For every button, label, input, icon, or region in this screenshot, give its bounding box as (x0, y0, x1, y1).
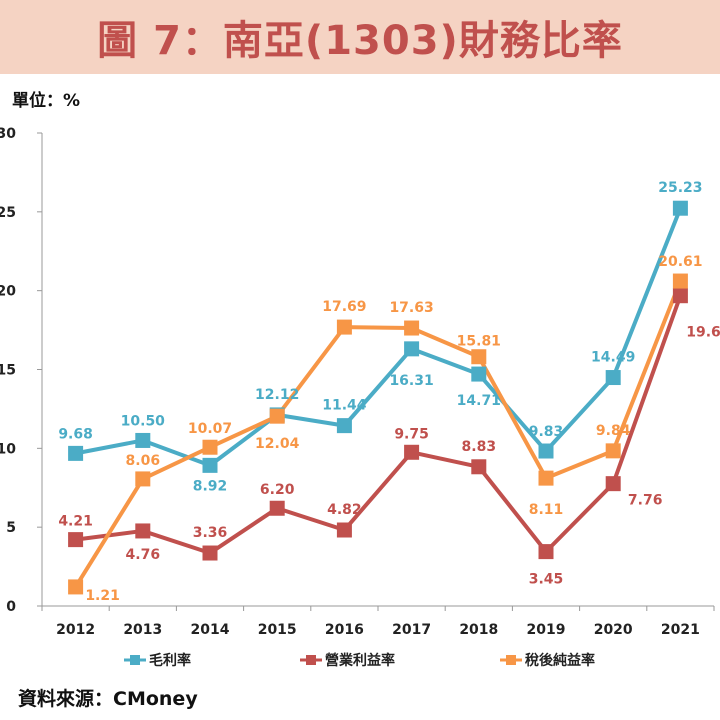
series-markers (68, 200, 688, 595)
x-tick-label: 2015 (258, 622, 297, 638)
data-point (135, 523, 151, 539)
legend-swatch-marker (506, 655, 516, 665)
source-label: 資料來源：CMoney (18, 688, 198, 710)
data-label: 9.68 (58, 426, 93, 442)
data-point (404, 320, 420, 336)
y-tick-label: 30 (0, 126, 16, 142)
x-tick-label: 2017 (392, 622, 431, 638)
x-tick-label: 2013 (123, 622, 162, 638)
legend-label: 毛利率 (149, 652, 191, 669)
data-label: 17.69 (322, 299, 366, 315)
data-label: 14.71 (457, 393, 501, 409)
data-point (471, 349, 487, 365)
data-label: 8.06 (126, 453, 161, 469)
data-point (336, 522, 352, 538)
data-point (202, 545, 218, 561)
legend-swatch-marker (130, 655, 140, 665)
y-tick-label: 0 (6, 599, 16, 615)
chart-axes: 0 5 10 15 20 25 30 2012 2013 2014 2015 2016 2017 2018… (0, 126, 715, 638)
data-label: 8.11 (529, 502, 564, 518)
y-tick-label: 10 (0, 441, 16, 457)
data-label: 15.81 (457, 334, 501, 350)
y-tick-label: 5 (6, 520, 16, 536)
legend-swatch-marker (306, 655, 316, 665)
x-tick-label: 2014 (191, 622, 230, 638)
data-label: 16.31 (389, 373, 433, 389)
chart-title: 圖 7：南亞(1303)財務比率 (97, 18, 623, 64)
data-label: 20.61 (658, 254, 702, 270)
data-label: 6.20 (260, 482, 295, 498)
unit-label: 單位：% (12, 91, 81, 111)
x-tick-label: 2018 (459, 622, 498, 638)
series-line-2 (73, 280, 683, 588)
data-point (202, 457, 218, 473)
data-label: 4.76 (126, 547, 161, 563)
x-tick-label: 2020 (594, 622, 633, 638)
data-label: 3.45 (529, 572, 564, 588)
data-point (672, 288, 688, 304)
title-banner: 圖 7：南亞(1303)財務比率 (0, 0, 720, 74)
data-point (269, 408, 285, 424)
data-point (605, 476, 621, 492)
data-label: 12.12 (255, 387, 299, 403)
data-label: 8.92 (193, 478, 228, 494)
data-point (471, 459, 487, 475)
x-tick-label: 2019 (527, 622, 566, 638)
data-label: 9.84 (596, 423, 631, 439)
y-tick-label: 25 (0, 205, 16, 221)
legend-label: 營業利益率 (325, 652, 395, 669)
data-point (135, 471, 151, 487)
data-label: 17.63 (389, 300, 433, 316)
data-point (538, 443, 554, 459)
data-label: 10.07 (188, 421, 232, 437)
data-point (471, 366, 487, 382)
data-label: 4.21 (58, 514, 93, 530)
data-label: 14.49 (591, 350, 635, 366)
data-label: 11.44 (322, 398, 367, 414)
legend-label: 稅後純益率 (525, 652, 595, 669)
data-point (68, 445, 84, 461)
data-point (672, 200, 688, 216)
data-point (538, 544, 554, 560)
series-line-1 (75, 295, 683, 556)
data-point (336, 319, 352, 335)
data-point (68, 532, 84, 548)
data-label: 12.04 (255, 436, 300, 452)
data-point (672, 273, 688, 289)
series-lines (73, 207, 683, 588)
data-label: 25.23 (658, 180, 702, 196)
data-label: 1.21 (85, 588, 120, 604)
data-point (68, 579, 84, 595)
data-point (538, 470, 554, 486)
data-label: 4.82 (327, 502, 362, 518)
data-point (605, 443, 621, 459)
data-point (336, 418, 352, 434)
series-line-0 (75, 207, 683, 468)
y-tick-label: 15 (0, 363, 16, 379)
y-tick-label: 20 (0, 284, 16, 300)
data-point (135, 432, 151, 448)
data-labels: 9.68 10.50 8.92 12.12 11.44 16.31 14.71 9.83 14.… (58, 180, 720, 604)
x-tick-label: 2012 (56, 622, 95, 638)
data-label: 9.83 (529, 424, 564, 440)
data-point (605, 370, 621, 386)
x-tick-label: 2021 (661, 622, 700, 638)
data-label: 3.36 (193, 525, 228, 541)
data-label: 19.68 (686, 325, 720, 341)
data-point (404, 444, 420, 460)
data-label: 10.50 (121, 413, 166, 429)
data-label: 8.83 (462, 439, 497, 455)
data-point (269, 500, 285, 516)
x-tick-label: 2016 (325, 622, 364, 638)
data-label: 9.75 (394, 426, 429, 442)
data-point (202, 439, 218, 455)
data-point (404, 341, 420, 357)
chart-legend: 毛利率 營業利益率 稅後純益率 (124, 652, 595, 669)
data-label: 7.76 (628, 493, 663, 509)
